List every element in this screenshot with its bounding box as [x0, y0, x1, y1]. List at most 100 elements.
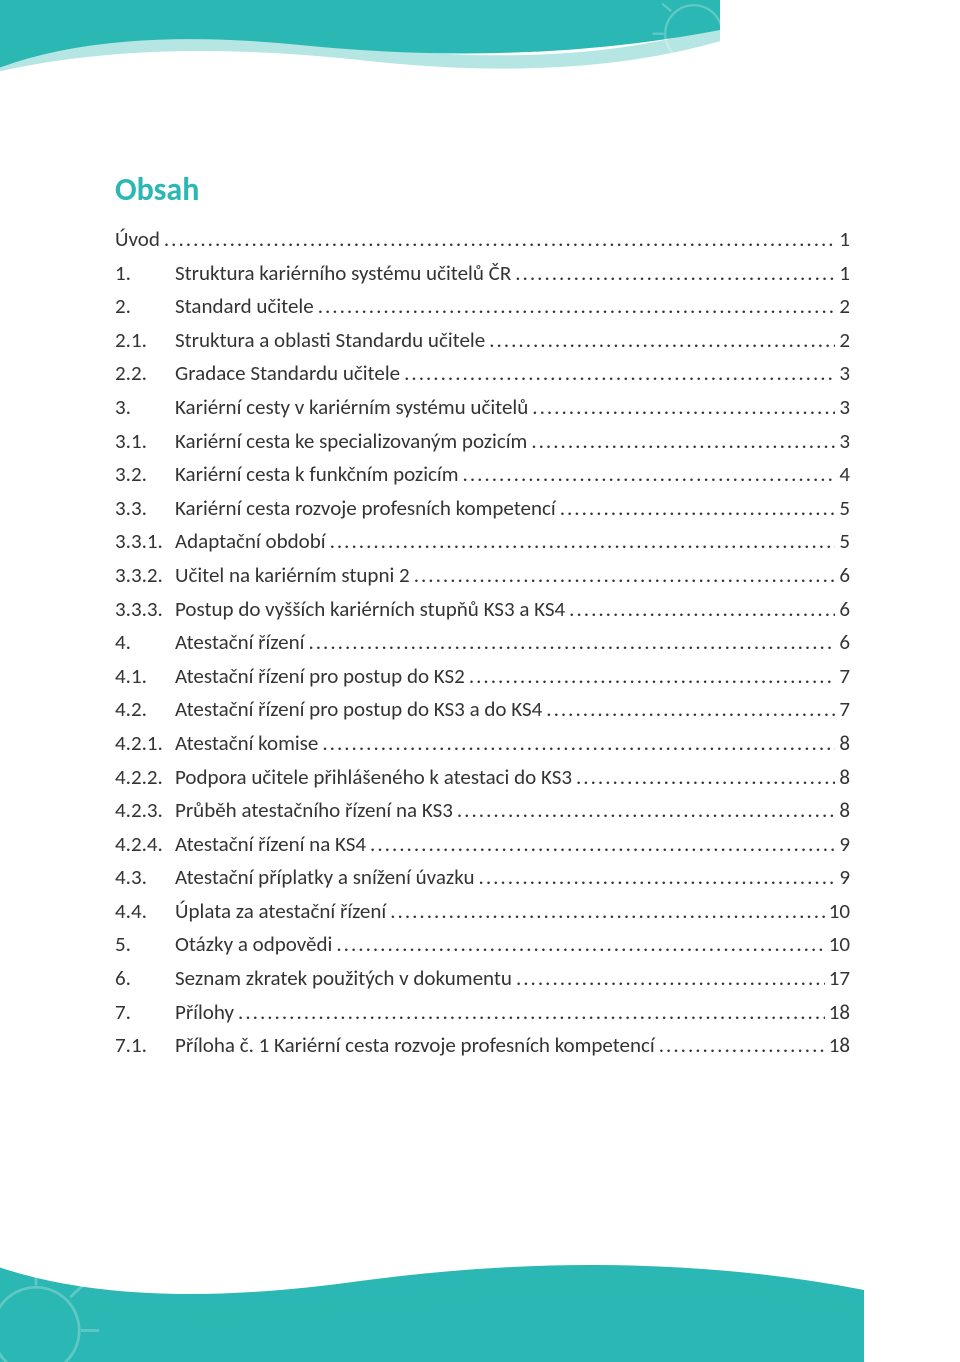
toc-leader-dots	[516, 962, 825, 996]
toc-leader-dots	[576, 761, 835, 795]
toc-leader-dots	[404, 357, 835, 391]
toc-entry-number: 4.3.	[115, 861, 175, 895]
toc-entry: 3.2.Kariérní cesta k funkčním pozicím 4	[115, 458, 850, 492]
toc-leader-dots	[659, 1029, 825, 1063]
toc-leader-dots	[515, 257, 835, 291]
toc-entry-number: 2.1.	[115, 324, 175, 358]
toc-leader-dots	[479, 861, 836, 895]
toc-leader-dots	[463, 458, 836, 492]
toc-leader-dots	[238, 996, 825, 1030]
toc-entry-label: Seznam zkratek použitých v dokumentu	[175, 962, 512, 996]
toc-entry-page: 4	[839, 458, 850, 492]
toc-entry-label: Atestační řízení	[175, 626, 304, 660]
toc-entry-page: 6	[839, 593, 850, 627]
toc-entry-number: 3.3.1.	[115, 525, 175, 559]
toc-leader-dots	[330, 525, 836, 559]
toc-leader-dots	[531, 425, 835, 459]
toc-entry-page: 5	[839, 525, 850, 559]
toc-entry-number: 3.3.	[115, 492, 175, 526]
toc-entry-number: 4.4.	[115, 895, 175, 929]
toc-leader-dots	[414, 559, 836, 593]
toc-entry-number: 7.1.	[115, 1029, 175, 1063]
toc-entry: 3.3.Kariérní cesta rozvoje profesních ko…	[115, 492, 850, 526]
toc-leader-dots	[546, 693, 835, 727]
toc-entry-number: 4.	[115, 626, 175, 660]
toc-entry-page: 3	[839, 357, 850, 391]
toc-entry-label: Kariérní cesty v kariérním systému učite…	[175, 391, 528, 425]
toc-entry-label: Atestační řízení pro postup do KS2	[175, 660, 465, 694]
toc-entry: 3.3.1.Adaptační období 5	[115, 525, 850, 559]
toc-leader-dots	[569, 593, 835, 627]
toc-entry: 4.2.1.Atestační komise8	[115, 727, 850, 761]
toc-entry-label: Struktura a oblasti Standardu učitele	[175, 324, 485, 358]
toc-entry-number: 4.2.3.	[115, 794, 175, 828]
toc-entry-label: Atestační řízení pro postup do KS3 a do …	[175, 693, 542, 727]
toc-entry: 4.4.Úplata za atestační řízení 10	[115, 895, 850, 929]
toc-entry-label: Úplata za atestační řízení	[175, 895, 386, 929]
toc-entry: 3.3.2.Učitel na kariérním stupni 2 6	[115, 559, 850, 593]
toc-entry-label: Podpora učitele přihlášeného k atestaci …	[175, 761, 572, 795]
toc-entry: 3.1.Kariérní cesta ke specializovaným po…	[115, 425, 850, 459]
toc-title: Obsah	[115, 170, 850, 209]
toc-entry-number: 7.	[115, 996, 175, 1030]
toc-entry-page: 8	[839, 727, 850, 761]
toc-leader-dots	[318, 290, 836, 324]
toc-entry: 4.2.3.Průběh atestačního řízení na KS38	[115, 794, 850, 828]
toc-entry-page: 9	[839, 861, 850, 895]
toc-entry-number: 4.2.1.	[115, 727, 175, 761]
toc-entry-label: Atestační příplatky a snížení úvazku	[175, 861, 475, 895]
toc-entry-number: 2.2.	[115, 357, 175, 391]
toc-entry-number: 4.1.	[115, 660, 175, 694]
toc-entry-number: 3.2.	[115, 458, 175, 492]
toc-entry-label: Struktura kariérního systému učitelů ČR	[175, 257, 511, 291]
toc-entry-number: 6.	[115, 962, 175, 996]
toc-entry-page: 10	[829, 928, 850, 962]
toc-entry-label: Kariérní cesta k funkčním pozicím	[175, 458, 459, 492]
toc-entry-label: Průběh atestačního řízení na KS3	[175, 794, 453, 828]
toc-leader-dots	[457, 794, 835, 828]
toc-entry-number: 3.3.2.	[115, 559, 175, 593]
toc-entry-page: 18	[829, 1029, 850, 1063]
toc-leader-dots	[322, 727, 835, 761]
toc-leader-dots	[489, 324, 835, 358]
toc-leader-dots	[370, 828, 835, 862]
toc-entry-label: Standard učitele	[175, 290, 314, 324]
toc-entry-number: 3.	[115, 391, 175, 425]
toc-entry-label: Gradace Standardu učitele	[175, 357, 400, 391]
toc-entry: 4.2.Atestační řízení pro postup do KS3 a…	[115, 693, 850, 727]
toc-entry: 1.Struktura kariérního systému učitelů Č…	[115, 257, 850, 291]
toc-entry-label: Učitel na kariérním stupni 2	[175, 559, 410, 593]
toc-entry-label: Atestační řízení na KS4	[175, 828, 366, 862]
toc-entry-page: 10	[829, 895, 850, 929]
toc-leader-dots	[164, 223, 835, 257]
toc-entry-label: Adaptační období	[175, 525, 326, 559]
toc-entry-number: 2.	[115, 290, 175, 324]
toc-entry: 2.Standard učitele2	[115, 290, 850, 324]
table-of-contents: Úvod11.Struktura kariérního systému učit…	[115, 223, 850, 1063]
toc-entry-page: 1	[839, 223, 850, 257]
toc-entry: 2.1.Struktura a oblasti Standardu učitel…	[115, 324, 850, 358]
bottom-decoration	[0, 1182, 864, 1362]
toc-entry-page: 6	[839, 559, 850, 593]
toc-entry-label: Příloha č. 1 Kariérní cesta rozvoje prof…	[175, 1029, 655, 1063]
toc-entry-number: 4.2.2.	[115, 761, 175, 795]
toc-entry-label: Postup do vyšších kariérních stupňů KS3 …	[175, 593, 565, 627]
toc-entry-page: 7	[839, 660, 850, 694]
toc-entry: 7.Přílohy18	[115, 996, 850, 1030]
toc-entry-label: Otázky a odpovědi	[175, 928, 332, 962]
toc-entry: 4.3.Atestační příplatky a snížení úvazku…	[115, 861, 850, 895]
toc-entry-page: 2	[839, 324, 850, 358]
toc-entry-label: Kariérní cesta ke specializovaným pozicí…	[175, 425, 527, 459]
toc-leader-dots	[469, 660, 836, 694]
toc-entry: 6.Seznam zkratek použitých v dokumentu17	[115, 962, 850, 996]
toc-entry: 3.3.3.Postup do vyšších kariérních stupň…	[115, 593, 850, 627]
toc-entry: Úvod1	[115, 223, 850, 257]
toc-entry: 4.Atestační řízení6	[115, 626, 850, 660]
toc-entry: 3.Kariérní cesty v kariérním systému uči…	[115, 391, 850, 425]
toc-entry-page: 5	[839, 492, 850, 526]
toc-entry-number: 4.2.	[115, 693, 175, 727]
toc-entry-page: 3	[839, 425, 850, 459]
toc-entry-number: 3.3.3.	[115, 593, 175, 627]
toc-entry-page: 3	[839, 391, 850, 425]
toc-entry-page: 9	[839, 828, 850, 862]
